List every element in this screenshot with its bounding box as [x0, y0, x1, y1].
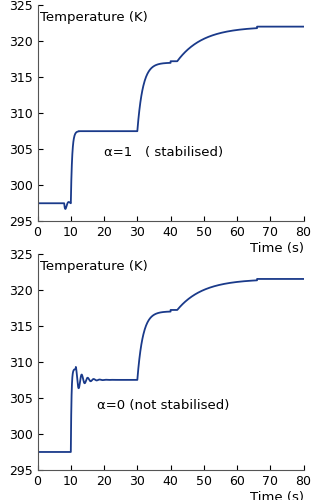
X-axis label: Time (s): Time (s): [249, 490, 304, 500]
Text: Temperature (K): Temperature (K): [40, 260, 148, 273]
Text: α=1   ( stabilised): α=1 ( stabilised): [104, 146, 223, 160]
Text: α=0 (not stabilised): α=0 (not stabilised): [97, 398, 230, 411]
X-axis label: Time (s): Time (s): [249, 242, 304, 255]
Text: Temperature (K): Temperature (K): [40, 12, 148, 24]
